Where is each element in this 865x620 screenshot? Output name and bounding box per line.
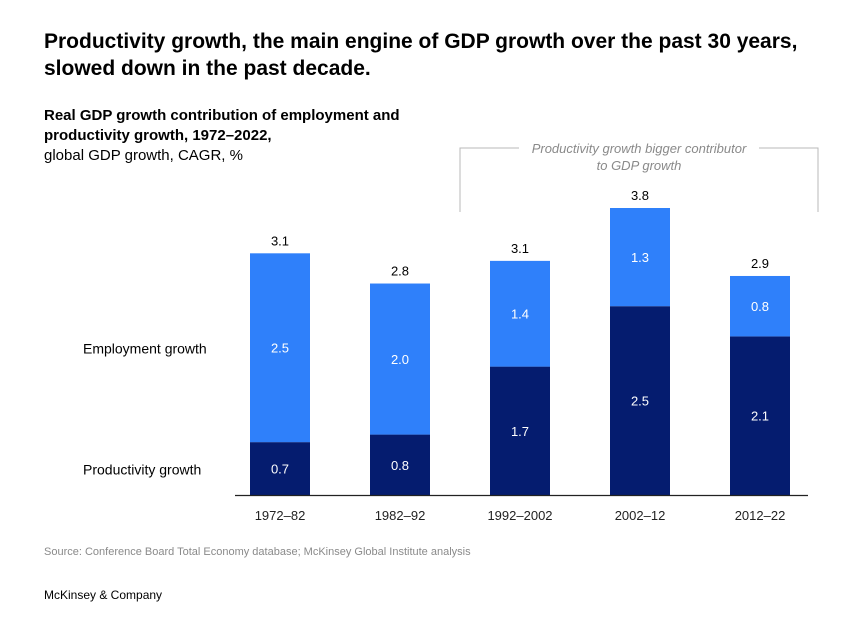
label-employment-2: 1.4 [511, 307, 529, 322]
label-total-0: 3.1 [271, 233, 289, 248]
bar-productivity-4 [730, 336, 790, 495]
annotation-text-line-1: to GDP growth [597, 158, 682, 173]
bar-employment-4 [730, 275, 790, 337]
legend-productivity: Productivity growth [83, 462, 201, 478]
label-total-2: 3.1 [511, 241, 529, 256]
bar-employment-3 [610, 208, 670, 307]
label-employment-0: 2.5 [271, 341, 289, 356]
chart-title: Real GDP growth contribution of employme… [44, 107, 400, 144]
x-tick-label-2: 1992–2002 [487, 508, 552, 523]
label-productivity-3: 2.5 [631, 394, 649, 409]
headline: Productivity growth, the main engine of … [44, 30, 798, 80]
x-tick-label-4: 2012–22 [735, 508, 786, 523]
chart-subtitle: global GDP growth, CAGR, % [44, 147, 243, 164]
bar-employment-2 [490, 260, 550, 367]
bar-productivity-1 [370, 434, 430, 495]
bar-productivity-3 [610, 306, 670, 495]
bar-employment-1 [370, 283, 430, 435]
label-productivity-2: 1.7 [511, 424, 529, 439]
bar-productivity-0 [250, 442, 310, 495]
label-total-3: 3.8 [631, 188, 649, 203]
x-tick-label-3: 2002–12 [615, 508, 666, 523]
source-note: Source: Conference Board Total Economy d… [44, 546, 471, 558]
label-employment-3: 1.3 [631, 250, 649, 265]
label-employment-1: 2.0 [391, 352, 409, 367]
label-productivity-4: 2.1 [751, 409, 769, 424]
label-total-4: 2.9 [751, 256, 769, 271]
x-tick-label-1: 1982–92 [375, 508, 426, 523]
label-total-1: 2.8 [391, 264, 409, 279]
annotation-text-line-0: Productivity growth bigger contributor [532, 141, 747, 156]
annotation-bracket [459, 147, 819, 212]
x-tick-label-0: 1972–82 [255, 508, 306, 523]
bar-employment-0 [250, 253, 310, 443]
label-employment-4: 0.8 [751, 299, 769, 314]
brand-name: McKinsey & Company [44, 588, 163, 602]
legend-employment: Employment growth [83, 341, 207, 357]
bar-productivity-2 [490, 366, 550, 495]
label-productivity-0: 0.7 [271, 462, 289, 477]
label-productivity-1: 0.8 [391, 458, 409, 473]
